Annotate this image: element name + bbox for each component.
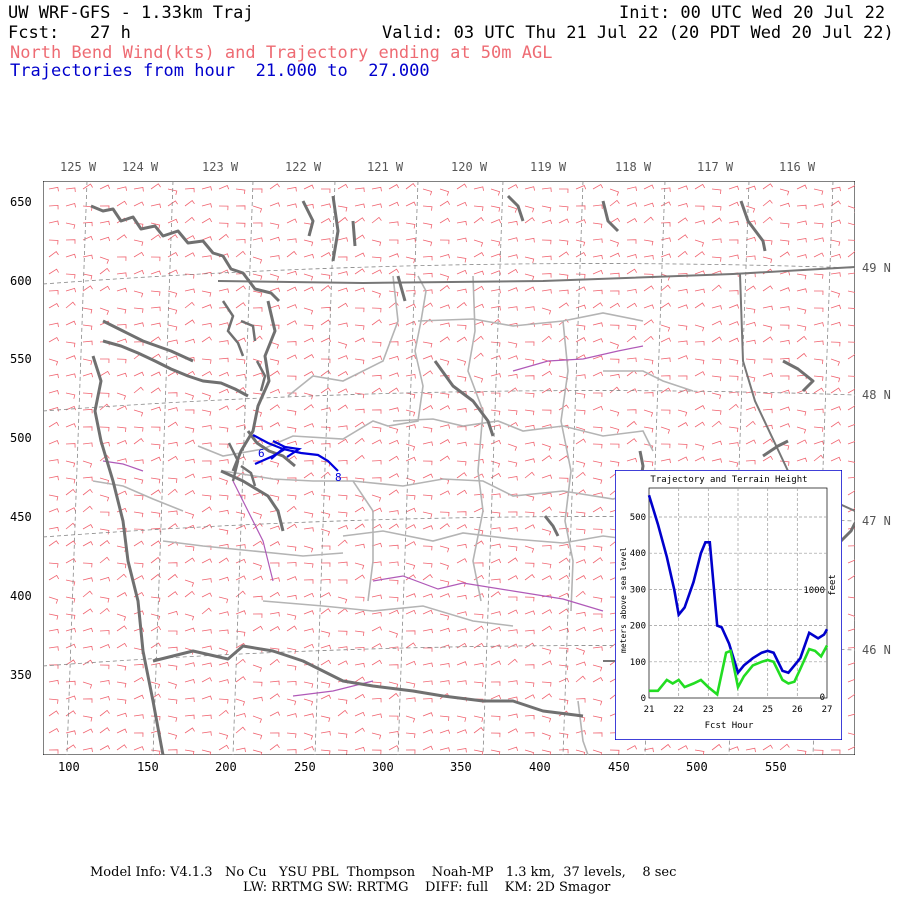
inset-x-tick-label: 21	[644, 705, 655, 715]
latitude-label: 49 N	[862, 261, 891, 275]
y-tick-label: 400	[10, 589, 32, 603]
valid-time: Valid: 03 UTC Thu 21 Jul 22 (20 PDT Wed …	[382, 23, 894, 43]
inset-y-tick-label: 100	[630, 658, 646, 668]
latitude-label: 48 N	[862, 388, 891, 402]
inset-right-tick-0: 0	[820, 693, 825, 703]
x-tick-label: 350	[450, 760, 472, 774]
y-tick-label: 500	[10, 431, 32, 445]
x-tick-label: 300	[372, 760, 394, 774]
model-info-line2: LW: RRTMG SW: RRTMG DIFF: full KM: 2D Sm…	[243, 880, 611, 895]
inset-y-tick-label: 500	[630, 513, 646, 523]
longitude-label: 120 W	[451, 160, 488, 174]
inset-x-tick-label: 23	[703, 705, 714, 715]
inset-x-tick-label: 26	[792, 705, 803, 715]
y-tick-label: 550	[10, 352, 32, 366]
trajectory-path	[252, 434, 339, 472]
x-tick-label: 500	[686, 760, 708, 774]
inset-x-ticks: 21 22 23 24 25 26 27	[644, 705, 833, 715]
plot-title: UW WRF-GFS - 1.33km Traj	[8, 3, 254, 23]
x-tick-label: 550	[765, 760, 787, 774]
x-tick-label: 200	[215, 760, 237, 774]
longitude-label: 118 W	[615, 160, 652, 174]
inset-y-tick-label: 0	[641, 694, 646, 704]
trajectory-height-line	[647, 494, 829, 676]
model-info-line1: Model Info: V4.1.3 No Cu YSU PBL Thompso…	[90, 865, 677, 880]
inset-grid	[648, 487, 828, 699]
inset-ylabel-left: meters above sea level	[619, 547, 628, 653]
inset-y-ticks: 0 100 200 300 400 500	[630, 513, 646, 704]
y-tick-label: 650	[10, 195, 32, 209]
trajectory-terrain-inset: Trajectory and Terrain Height 0 100 200 300…	[615, 470, 842, 740]
y-tick-label: 350	[10, 668, 32, 682]
longitude-label: 123 W	[202, 160, 239, 174]
x-tick-label: 450	[608, 760, 630, 774]
x-tick-label: 250	[294, 760, 316, 774]
inset-y-tick-label: 200	[630, 622, 646, 632]
inset-ylabel-right: feet	[828, 574, 838, 596]
longitude-label: 117 W	[697, 160, 734, 174]
inset-x-tick-label: 27	[822, 705, 833, 715]
inset-title: Trajectory and Terrain Height	[650, 475, 807, 485]
terrain-height-line	[649, 644, 829, 697]
longitude-label: 122 W	[285, 160, 322, 174]
y-tick-label: 450	[10, 510, 32, 524]
san-juan-islands	[221, 300, 267, 487]
longitude-label: 125 W	[60, 160, 97, 174]
inset-x-tick-label: 25	[762, 705, 773, 715]
trajectory-end-label: 8	[335, 471, 342, 484]
x-tick-label: 400	[529, 760, 551, 774]
inset-x-tick-label: 22	[673, 705, 684, 715]
trajectory-start-label: 6	[258, 447, 265, 460]
longitude-label: 116 W	[779, 160, 816, 174]
latitude-label: 47 N	[862, 514, 891, 528]
forecast-hour: Fcst: 27 h	[8, 23, 131, 43]
inset-series	[647, 494, 829, 697]
init-time: Init: 00 UTC Wed 20 Jul 22	[619, 3, 886, 23]
latitude-label: 46 N	[862, 643, 891, 657]
longitude-label: 124 W	[122, 160, 159, 174]
subtitle-wind: North Bend Wind(kts) and Trajectory endi…	[10, 43, 553, 63]
inset-x-tick-label: 24	[733, 705, 744, 715]
inset-right-tick-1000: 1000	[803, 586, 825, 596]
x-tick-label: 100	[58, 760, 80, 774]
x-tick-label: 150	[137, 760, 159, 774]
inset-y-tick-label: 300	[630, 585, 646, 595]
y-tick-label: 600	[10, 274, 32, 288]
subtitle-trajectory: Trajectories from hour 21.000 to 27.000	[10, 61, 430, 81]
coastline	[90, 194, 855, 755]
inset-y-tick-label: 400	[630, 549, 646, 559]
state-county-borders	[92, 275, 694, 755]
longitude-label: 119 W	[530, 160, 567, 174]
wind-trajectory-map: 6 8	[43, 181, 855, 755]
longitude-label: 121 W	[367, 160, 404, 174]
inset-xlabel: Fcst Hour	[705, 721, 754, 731]
